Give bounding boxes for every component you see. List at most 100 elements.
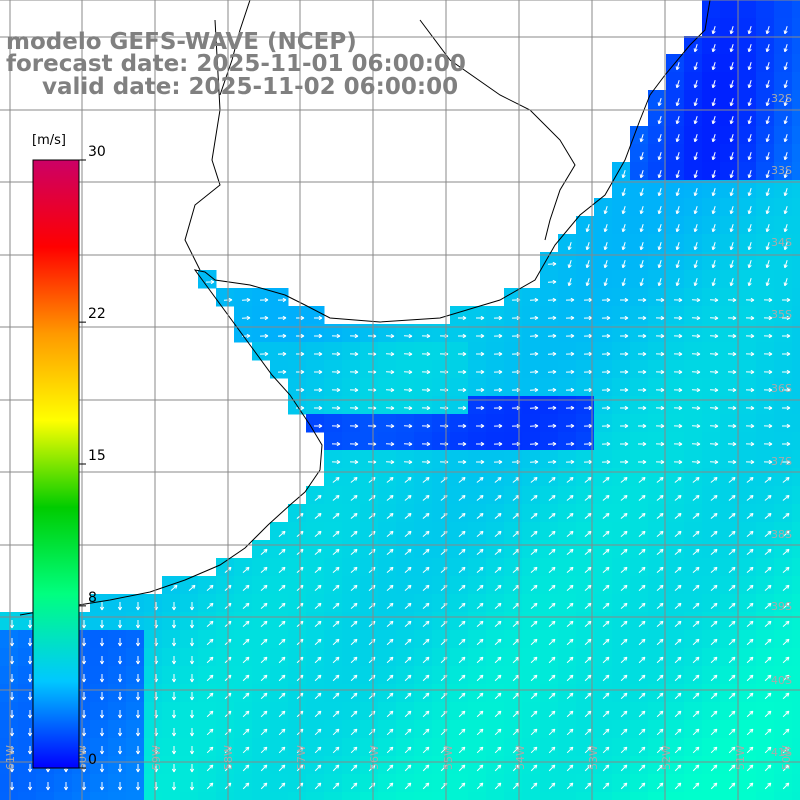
wind-arrow <box>692 638 700 646</box>
wind-arrow <box>674 746 682 754</box>
wind-arrow <box>277 351 287 357</box>
wind-arrow <box>693 80 698 89</box>
wind-arrow <box>585 224 590 233</box>
wind-arrow <box>566 638 574 646</box>
wind-arrow <box>27 746 33 755</box>
wind-arrow <box>675 62 680 71</box>
wind-arrow <box>171 728 177 737</box>
ocean-cell <box>126 720 145 739</box>
ocean-cell <box>216 648 235 667</box>
ocean-cell <box>522 324 541 343</box>
wind-arrow <box>711 206 716 215</box>
ocean-cell <box>252 558 271 577</box>
ocean-cell <box>468 342 487 361</box>
ocean-cell <box>396 324 415 343</box>
wind-arrow <box>565 441 575 447</box>
ocean-cell <box>756 792 775 800</box>
ocean-cell <box>720 612 739 631</box>
ocean-cell <box>792 720 800 739</box>
ocean-cell <box>648 108 667 127</box>
ocean-cell <box>396 432 415 451</box>
ocean-cell <box>738 792 757 800</box>
ocean-cell <box>648 450 667 469</box>
ocean-cell <box>774 684 793 703</box>
ocean-cell <box>792 18 800 37</box>
ocean-cell <box>540 378 559 397</box>
ocean-cell <box>288 684 307 703</box>
ocean-cell <box>684 126 703 145</box>
wind-arrow <box>385 351 395 357</box>
ocean-cell <box>720 144 739 163</box>
wind-arrow <box>747 260 752 269</box>
ocean-cell <box>630 558 649 577</box>
wind-arrow <box>99 692 105 701</box>
ocean-cell <box>504 756 523 775</box>
ocean-cell <box>18 666 37 685</box>
ocean-cell <box>684 486 703 505</box>
ocean-cell <box>684 252 703 271</box>
wind-arrow <box>746 530 754 537</box>
ocean-cell <box>702 450 721 469</box>
wind-arrow <box>277 369 287 375</box>
wind-arrow <box>638 638 646 646</box>
ocean-cell <box>684 180 703 199</box>
ocean-cell <box>648 756 667 775</box>
wind-arrow <box>621 278 626 287</box>
wind-arrow <box>206 584 214 592</box>
ocean-cell <box>522 414 541 433</box>
ocean-cell <box>306 630 325 649</box>
ocean-cell <box>756 72 775 91</box>
ocean-cell <box>684 738 703 757</box>
wind-arrow <box>206 656 214 664</box>
ocean-cell <box>198 738 217 757</box>
ocean-cell <box>90 720 109 739</box>
ocean-cell <box>360 522 379 541</box>
wind-arrow <box>331 333 341 339</box>
wind-arrow <box>422 566 430 573</box>
ocean-cell <box>756 162 775 181</box>
wind-arrow <box>332 494 340 501</box>
wind-arrow <box>386 674 394 682</box>
wind-arrow <box>530 710 538 718</box>
ocean-cell <box>108 612 127 631</box>
wind-arrow <box>637 369 647 375</box>
ocean-cell <box>558 396 577 415</box>
ocean-cell <box>306 612 325 631</box>
ocean-cell <box>576 324 595 343</box>
ocean-cell <box>684 432 703 451</box>
wind-arrow <box>639 260 644 269</box>
ocean-cell <box>396 702 415 721</box>
ocean-cell <box>504 360 523 379</box>
wind-arrow <box>117 728 123 737</box>
wind-arrow <box>314 746 322 754</box>
ocean-cell <box>648 612 667 631</box>
wind-arrow <box>242 638 250 646</box>
ocean-cell <box>540 288 559 307</box>
wind-arrow <box>584 674 592 682</box>
wind-arrow <box>566 746 574 754</box>
wind-arrow <box>422 746 430 754</box>
wind-arrow <box>494 494 502 501</box>
wind-arrow <box>242 674 250 682</box>
wind-arrow <box>206 692 214 700</box>
ocean-cell <box>468 630 487 649</box>
wind-arrow <box>278 656 286 664</box>
ocean-cell <box>270 720 289 739</box>
wind-arrow <box>547 315 557 321</box>
ocean-cell <box>630 162 649 181</box>
wind-arrow <box>602 710 610 718</box>
ocean-cell <box>612 216 631 235</box>
lat-label: 37S <box>771 455 792 468</box>
wind-arrow <box>386 602 394 610</box>
ocean-cell <box>756 486 775 505</box>
ocean-cell <box>234 648 253 667</box>
wind-arrow <box>674 656 682 664</box>
wind-arrow <box>693 224 698 233</box>
wind-arrow <box>314 512 322 519</box>
ocean-cell <box>684 54 703 73</box>
wind-arrow <box>260 692 268 700</box>
ocean-cell <box>522 774 541 793</box>
ocean-cell <box>414 774 433 793</box>
wind-arrow <box>117 710 123 719</box>
